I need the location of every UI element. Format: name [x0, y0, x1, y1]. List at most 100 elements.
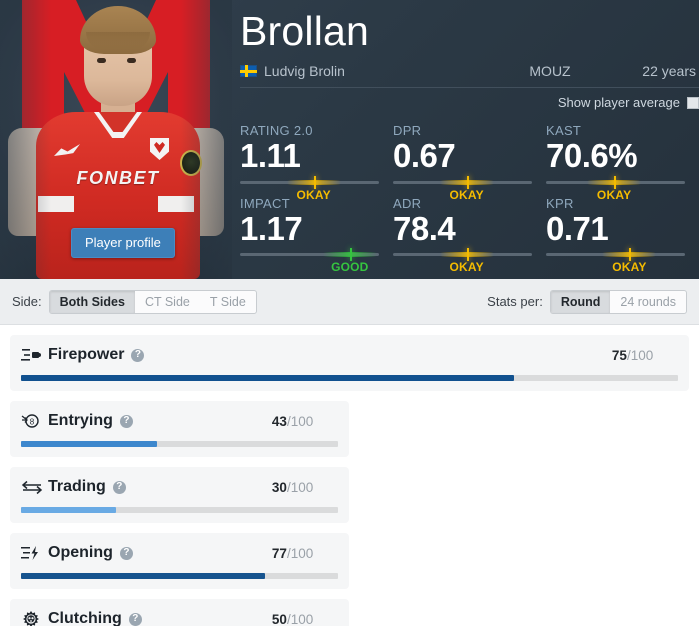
- stat-label: ADR: [393, 195, 422, 211]
- help-icon[interactable]: ?: [119, 414, 133, 428]
- stat-bar: OKAY: [546, 175, 685, 202]
- side-segmented-control[interactable]: Both Sides CT Side T Side: [48, 289, 257, 314]
- player-age: 22 years: [642, 63, 696, 79]
- skill-score-max: /100: [286, 479, 314, 495]
- stat-value: 0.67: [393, 137, 456, 174]
- side-option-both[interactable]: Both Sides: [49, 290, 135, 313]
- stat-dpr: DPR 0.67 OKAY: [393, 123, 546, 202]
- skill-card-clutching[interactable]: Clutching ? 50/100: [10, 599, 349, 626]
- stat-kpr: KPR 0.71 OKAY: [546, 195, 699, 274]
- stat-bar: OKAY: [240, 175, 379, 202]
- help-icon[interactable]: ?: [119, 546, 133, 560]
- skill-score-value: 50: [271, 611, 287, 626]
- stat-bar: OKAY: [393, 175, 532, 202]
- skill-bar: [21, 375, 678, 381]
- show-average-label: Show player average: [557, 95, 680, 110]
- player-profile-button[interactable]: Player profile: [71, 228, 175, 258]
- firepower-icon: [21, 345, 45, 365]
- player-header: FONBET Player profile Brollan Ludvig Bro…: [0, 0, 699, 279]
- player-photo-panel: FONBET Player profile: [0, 0, 232, 279]
- skill-card-firepower[interactable]: Firepower ? 75/100: [10, 335, 689, 391]
- stat-rating-label: OKAY: [612, 260, 647, 275]
- skill-score: 77/100: [272, 546, 338, 561]
- stat-rating-label: GOOD: [331, 260, 369, 275]
- stat-value: 1.11: [240, 137, 301, 174]
- skill-card-opening[interactable]: Opening ? 77/100: [10, 533, 349, 589]
- stat-rating-label: OKAY: [449, 260, 484, 275]
- skill-card-entrying[interactable]: 8 Entrying ? 43/100: [10, 401, 349, 457]
- stat-rating-label: OKAY: [596, 187, 632, 202]
- skill-bar-fill: [21, 507, 117, 513]
- skill-name: Firepower: [48, 346, 125, 363]
- stat-marker: [313, 175, 316, 189]
- stats-per-option-round[interactable]: Round: [550, 290, 611, 313]
- skill-score-max: /100: [286, 545, 314, 561]
- clutching-icon: [21, 609, 45, 626]
- stat-marker: [629, 248, 632, 262]
- stats-per-label: Stats per:: [487, 294, 543, 309]
- skill-name: Entrying: [48, 412, 113, 429]
- stat-rating-label: OKAY: [296, 187, 331, 202]
- skill-score-value: 77: [271, 545, 287, 561]
- trading-icon: [21, 477, 45, 497]
- skill-bar: [21, 507, 338, 513]
- stat-marker: [466, 248, 469, 262]
- skill-bar-fill: [21, 375, 514, 381]
- stat-marker: [466, 175, 469, 189]
- skill-score-max: /100: [286, 413, 314, 429]
- skill-bar: [21, 573, 338, 579]
- stats-per-option-rounds[interactable]: 24 rounds: [620, 294, 676, 309]
- svg-text:8: 8: [30, 418, 35, 427]
- skill-name: Opening: [48, 544, 113, 561]
- side-option-t[interactable]: T Side: [209, 294, 246, 309]
- stat-rating-label: OKAY: [449, 187, 484, 202]
- stat-marker: [614, 175, 617, 189]
- player-meta: Ludvig Brolin MOUZ 22 years: [240, 63, 699, 88]
- player-realname-block: Ludvig Brolin: [240, 63, 485, 79]
- skill-name: Clutching: [48, 610, 122, 626]
- player-real-name: Ludvig Brolin: [264, 63, 345, 79]
- skill-score-max: /100: [286, 611, 314, 626]
- skill-bar-fill: [21, 573, 266, 579]
- stat-label: DPR: [393, 123, 422, 138]
- stat-impact: IMPACT 1.17 GOOD: [240, 196, 393, 274]
- side-option-ct[interactable]: CT Side: [144, 294, 190, 309]
- entrying-icon: 8: [21, 411, 45, 431]
- skill-bar: [21, 441, 338, 447]
- stat-bar: OKAY: [546, 248, 685, 274]
- side-filter-label: Side:: [12, 294, 42, 309]
- stat-label: KPR: [546, 195, 574, 211]
- stats-per-segmented-control[interactable]: Round 24 rounds: [549, 289, 687, 314]
- help-icon[interactable]: ?: [112, 480, 126, 494]
- stat-label: RATING 2.0: [240, 123, 313, 138]
- stat-bar: OKAY: [393, 248, 532, 274]
- stat-value: 70.6%: [546, 137, 638, 174]
- help-icon[interactable]: ?: [131, 348, 145, 362]
- stats-grid: RATING 2.0 1.11 OKAY DPR 0.67 OKAY KAS: [240, 123, 699, 274]
- side-filter: Side: Both Sides CT Side T Side: [12, 289, 257, 314]
- stat-adr: ADR 78.4 OKAY: [393, 195, 546, 274]
- filter-bar: Side: Both Sides CT Side T Side Stats pe…: [0, 279, 699, 325]
- skill-score-value: 43: [271, 413, 287, 429]
- skill-score: 43/100: [272, 414, 338, 429]
- stats-per-filter: Stats per: Round 24 rounds: [487, 289, 687, 314]
- skill-score-value: 30: [271, 479, 287, 495]
- help-icon[interactable]: ?: [128, 612, 142, 626]
- skill-name: Trading: [48, 478, 106, 495]
- stat-rating: RATING 2.0 1.11 OKAY: [240, 123, 393, 202]
- stat-value: 1.17: [240, 209, 303, 247]
- stat-value: 78.4: [393, 209, 456, 247]
- skill-score: 75/100: [612, 348, 678, 363]
- stat-label: KAST: [546, 123, 582, 138]
- player-info: Brollan Ludvig Brolin MOUZ 22 years Show…: [240, 0, 699, 279]
- show-average-checkbox[interactable]: [687, 96, 699, 109]
- page-title: Brollan: [240, 8, 370, 54]
- skill-bar-fill: [21, 441, 158, 447]
- stat-bar: GOOD: [240, 248, 379, 274]
- skill-score: 30/100: [272, 480, 338, 495]
- show-average-row[interactable]: Show player average: [240, 95, 699, 110]
- skill-card-trading[interactable]: Trading ? 30/100: [10, 467, 349, 523]
- skill-score-value: 75: [611, 347, 627, 363]
- skill-score-max: /100: [626, 347, 654, 363]
- opening-icon: [21, 543, 45, 563]
